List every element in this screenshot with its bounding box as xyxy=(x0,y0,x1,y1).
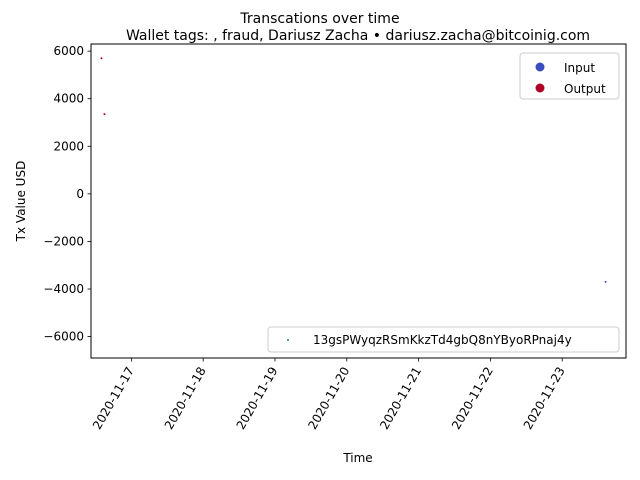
data-point-output xyxy=(100,57,103,60)
data-point-output xyxy=(103,113,106,116)
data-points xyxy=(100,57,607,283)
x-tick-label: 2020-11-18 xyxy=(162,365,209,432)
legend-marker-wallet xyxy=(287,339,289,341)
legend-type: Input Output xyxy=(519,52,620,100)
legend-marker-output xyxy=(535,83,545,93)
y-tick-label: 0 xyxy=(76,187,84,201)
x-tick-label: 2020-11-23 xyxy=(521,365,568,432)
x-axis: 2020-11-17 2020-11-18 2020-11-19 2020-11-20… xyxy=(90,358,568,432)
y-tick-label: −4000 xyxy=(43,282,84,296)
y-axis-label: Tx Value USD xyxy=(14,161,28,243)
legend-wallet: 13gsPWyqzRSmKkzTd4gbQ8nYByoRPnaj4y xyxy=(267,326,620,353)
x-tick-label: 2020-11-17 xyxy=(90,365,137,432)
x-tick-label: 2020-11-19 xyxy=(234,365,281,432)
legend-label-input: Input xyxy=(564,61,595,75)
x-tick-label: 2020-11-22 xyxy=(449,365,496,432)
x-axis-label: Time xyxy=(342,451,372,465)
y-axis: 6000 4000 2000 0 −2000 −4000 −6000 xyxy=(43,44,91,344)
chart-subtitle: Wallet tags: , fraud, Dariusz Zacha • da… xyxy=(126,28,590,44)
x-tick-label: 2020-11-21 xyxy=(377,365,424,432)
data-point-input xyxy=(604,280,607,283)
legend-label-output: Output xyxy=(564,82,606,96)
legend-type-box xyxy=(519,52,620,100)
y-tick-label: −2000 xyxy=(43,234,84,248)
y-tick-label: 4000 xyxy=(53,92,84,106)
legend-label-wallet: 13gsPWyqzRSmKkzTd4gbQ8nYByoRPnaj4y xyxy=(313,333,572,347)
legend-marker-input xyxy=(535,62,545,72)
chart-title: Transcations over time xyxy=(239,11,399,27)
y-tick-label: 6000 xyxy=(53,44,84,58)
x-tick-label: 2020-11-20 xyxy=(305,365,352,432)
y-tick-label: −6000 xyxy=(43,330,84,344)
y-tick-label: 2000 xyxy=(53,139,84,153)
legend-wallet-box xyxy=(267,326,620,353)
